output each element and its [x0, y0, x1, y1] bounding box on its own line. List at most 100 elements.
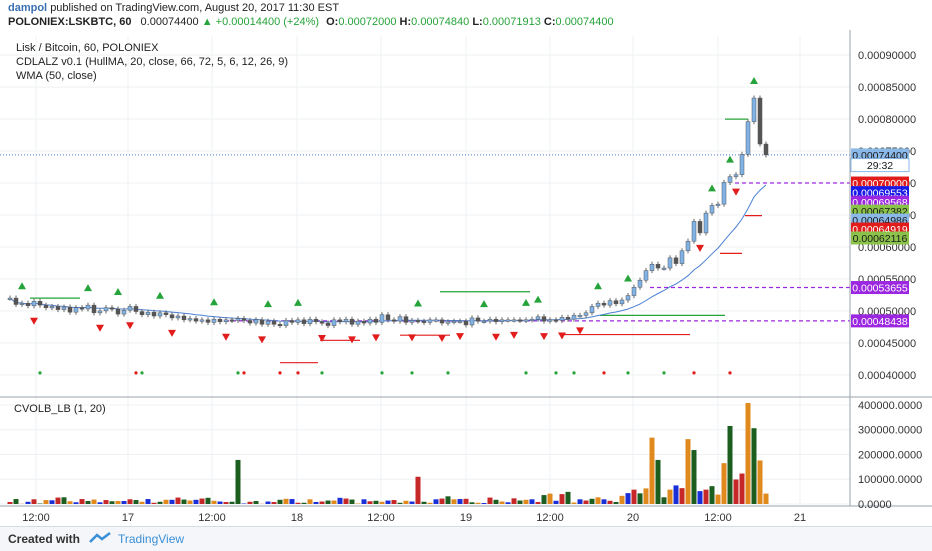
candle-body: [464, 321, 468, 325]
legend-volume: CVOLB_LB (1, 20): [14, 403, 106, 415]
candle-body: [746, 122, 750, 155]
candle-body: [32, 301, 36, 305]
tradingview-brand-link[interactable]: TradingView: [118, 532, 184, 546]
candle-body: [176, 316, 180, 318]
candle-body: [146, 312, 150, 315]
volume-bar: [104, 500, 109, 504]
volume-bar: [338, 498, 343, 504]
open-label: O:: [326, 16, 338, 28]
volume-bar: [308, 499, 313, 504]
candle-body: [764, 144, 768, 155]
volume-tick-label: 400000.0000: [858, 400, 922, 412]
volume-bar: [470, 502, 475, 504]
candle-body: [188, 319, 192, 321]
volume-bar: [164, 500, 169, 504]
x-tick-label: 21: [794, 512, 806, 524]
volume-bar: [248, 502, 253, 504]
volume-bar: [32, 499, 37, 504]
signal-dot: [524, 371, 527, 374]
candle-body: [128, 306, 132, 310]
publish-info: published on TradingView.com, August 20,…: [50, 2, 339, 14]
change-value: +0.00014400 (+24%): [216, 16, 319, 28]
volume-bar: [530, 499, 535, 504]
volume-bar: [434, 499, 439, 504]
candle-body: [548, 320, 552, 322]
candle-body: [608, 301, 612, 305]
signal-dot: [446, 371, 449, 374]
candle-body: [452, 321, 456, 323]
close-label: C:: [544, 16, 556, 28]
candle-body: [536, 317, 540, 320]
candle-body: [524, 320, 528, 322]
candle-body: [530, 319, 534, 321]
volume-bar: [542, 495, 547, 504]
volume-bar: [182, 500, 187, 504]
volume-bar: [722, 463, 727, 504]
legend-wma: WMA (50, close): [16, 70, 97, 82]
volume-bar: [8, 502, 13, 504]
candle-body: [716, 204, 720, 206]
candle-body: [686, 241, 690, 251]
volume-bar: [644, 488, 649, 504]
candle-body: [26, 303, 30, 306]
volume-bar: [572, 503, 577, 504]
candle-body: [566, 317, 570, 319]
candle-body: [224, 320, 228, 322]
candle-body: [308, 319, 312, 323]
legend-cdlalz: CDLALZ v0.1 (HullMA, 20, close, 66, 72, …: [16, 56, 288, 68]
x-tick-label: 12:00: [367, 512, 395, 524]
volume-bar: [656, 460, 661, 504]
candle-body: [470, 318, 474, 325]
candle-body: [446, 322, 450, 324]
candle-body: [236, 319, 240, 321]
volume-bar: [344, 499, 349, 504]
chart-canvas[interactable]: 0.000400000.000450000.000500000.00055000…: [0, 30, 932, 526]
candle-body: [554, 320, 558, 322]
candle-body: [512, 320, 516, 322]
candle-body: [506, 320, 510, 322]
candle-body: [674, 258, 678, 264]
volume-bar: [326, 501, 331, 504]
volume-bar: [116, 501, 121, 504]
signal-dot: [602, 371, 605, 374]
candle-body: [272, 321, 276, 324]
volume-bar: [200, 499, 205, 504]
candle-body: [590, 306, 594, 312]
candle-body: [410, 320, 414, 322]
candle-body: [644, 271, 648, 281]
volume-bar: [134, 500, 139, 504]
volume-bar: [194, 500, 199, 504]
candle-body: [416, 320, 420, 322]
candle-body: [602, 303, 606, 305]
volume-bar: [392, 500, 397, 504]
volume-bar: [266, 502, 271, 504]
x-tick-label: 20: [627, 512, 639, 524]
volume-bar: [668, 490, 673, 504]
volume-bar: [122, 501, 127, 504]
candle-body: [392, 320, 396, 322]
volume-bar: [494, 500, 499, 504]
candle-body: [638, 280, 642, 287]
candle-body: [386, 315, 390, 320]
candle-body: [122, 310, 126, 314]
candle-body: [92, 305, 96, 313]
candle-body: [434, 320, 438, 322]
author-link[interactable]: dampol: [8, 2, 47, 14]
low-label: L:: [472, 16, 482, 28]
y-tick-label: 0.00085000: [858, 82, 916, 94]
tradingview-logo-icon: [88, 531, 114, 545]
candle-body: [314, 319, 318, 322]
volume-bar: [230, 502, 235, 504]
volume-bar: [110, 501, 115, 504]
volume-bar: [716, 495, 721, 504]
volume-bar: [422, 502, 427, 504]
candle-body: [356, 321, 360, 324]
candle-body: [428, 320, 432, 323]
volume-bar: [278, 500, 283, 504]
candle-body: [656, 264, 660, 268]
candle-body: [56, 306, 60, 309]
signal-dot: [728, 371, 731, 374]
volume-bar: [602, 499, 607, 504]
candle-body: [152, 312, 156, 316]
candle-body: [98, 311, 102, 313]
